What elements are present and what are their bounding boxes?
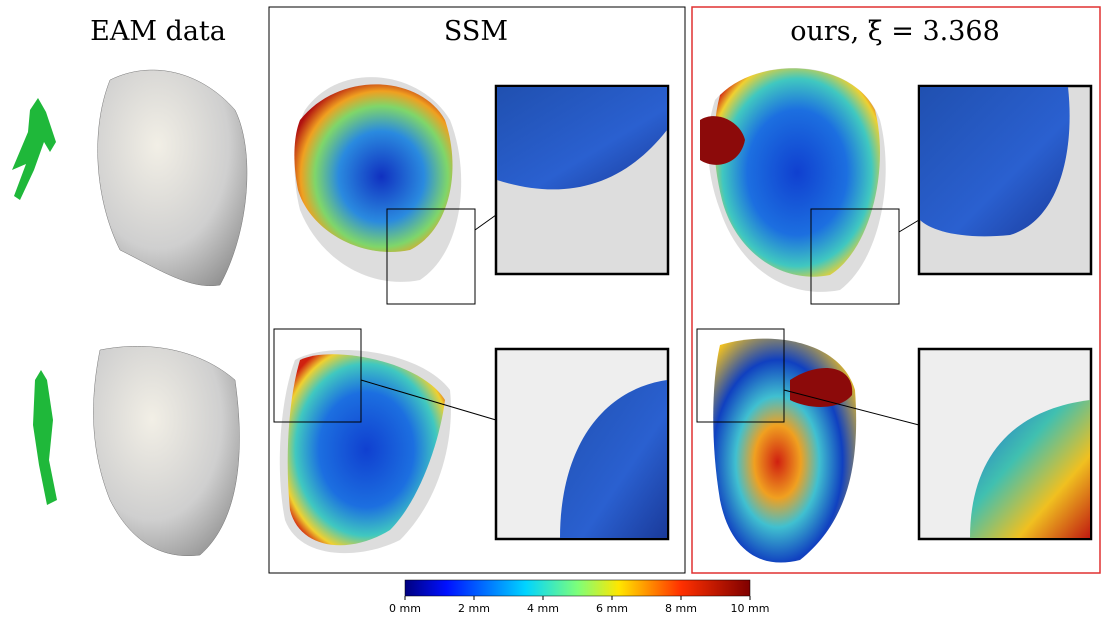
- column-title: SSM: [444, 16, 508, 47]
- panel-frame: [691, 6, 1101, 574]
- ours-renders: [696, 67, 1093, 563]
- eam-renders: [12, 69, 248, 556]
- colorbar-label: 6 mm: [596, 602, 628, 615]
- colorbar: [404, 579, 751, 597]
- colorbar-label: 0 mm: [389, 602, 421, 615]
- colorbar-label: 4 mm: [527, 602, 559, 615]
- column-title: ours, ξ̄ = 3.368: [790, 16, 1000, 47]
- colorbar-label: 2 mm: [458, 602, 490, 615]
- panel-frame: [268, 6, 686, 574]
- column-title: EAM data: [90, 16, 226, 47]
- ssm-renders: [273, 77, 670, 554]
- colorbar-label: 10 mm: [731, 602, 770, 615]
- colorbar-label: 8 mm: [665, 602, 697, 615]
